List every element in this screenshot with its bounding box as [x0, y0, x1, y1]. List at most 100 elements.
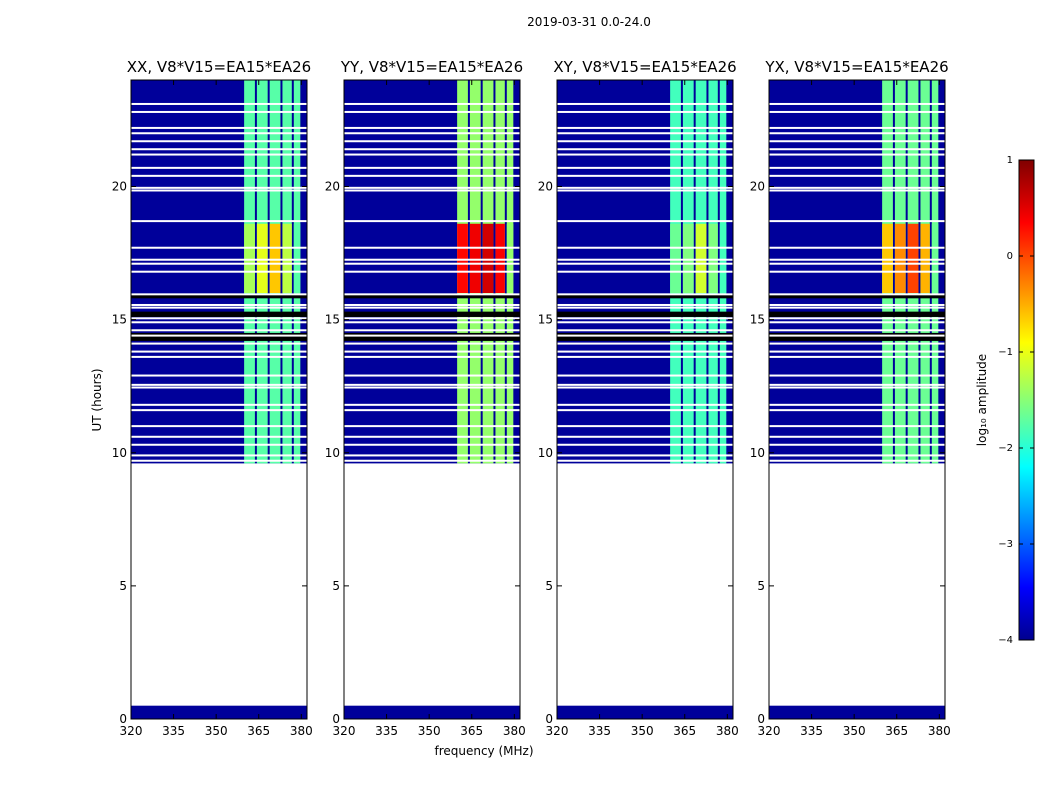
gap-line-25 [769, 220, 945, 223]
gap-line-2 [344, 454, 520, 457]
gap-line-27 [769, 186, 945, 189]
panel-title: YY, V8*V15=EA15*EA26 [340, 58, 523, 76]
x-tick-label: 335 [162, 724, 185, 738]
gap-line-28 [557, 174, 733, 177]
gap-line-7 [131, 403, 307, 406]
gap-line-7 [344, 403, 520, 406]
gap-line-9 [557, 383, 733, 386]
x-tick-label: 365 [460, 724, 483, 738]
dark-band-2 [769, 311, 945, 317]
x-tick-label: 320 [758, 724, 781, 738]
gap-line-14 [344, 334, 520, 337]
panel-2: YY, V8*V15=EA15*EA26 320 335 350 365 380 0 5 10 1… [325, 58, 526, 738]
gap-line-19 [557, 303, 733, 306]
gap-line-35 [344, 110, 520, 113]
burst-channel-1 [457, 223, 468, 293]
burst-channel-1 [244, 223, 255, 293]
gap-line-1 [344, 459, 520, 462]
gap-line-29 [344, 166, 520, 169]
gap-line-10 [769, 374, 945, 377]
gap-line-5 [557, 425, 733, 428]
y-tick-label: 0 [332, 712, 340, 726]
x-tick-label: 380 [503, 724, 526, 738]
gap-line-8 [557, 386, 733, 389]
gap-line-29 [557, 166, 733, 169]
burst-channel-3 [907, 223, 919, 293]
gap-line-35 [557, 110, 733, 113]
gap-line-16 [557, 321, 733, 324]
y-tick-label: 5 [545, 579, 553, 593]
gap-line-12 [131, 350, 307, 353]
y-tick-label: 20 [750, 180, 765, 194]
burst-channel-4 [495, 223, 505, 293]
dark-band-1 [344, 332, 520, 341]
gap-line-34 [131, 126, 307, 129]
gap-line-21 [131, 270, 307, 273]
gap-line-32 [769, 140, 945, 143]
gap-line-13 [131, 342, 307, 345]
panel-frame [343, 79, 521, 720]
gap-line-4 [131, 435, 307, 438]
x-tick-label: 335 [588, 724, 611, 738]
gap-line-13 [769, 342, 945, 345]
colorbar-gradient [1018, 159, 1035, 641]
gap-line-17 [344, 317, 520, 320]
burst-channel-1 [670, 223, 681, 293]
gap-line-29 [769, 166, 945, 169]
gap-line-17 [769, 317, 945, 320]
gap-line-28 [344, 174, 520, 177]
panel-4: YX, V8*V15=EA15*EA26 320 335 350 365 380 0 5 10 1… [750, 58, 951, 738]
panel-frame [556, 79, 734, 720]
gap-line-6 [131, 409, 307, 412]
colorbar-tick-label: 0 [1007, 251, 1013, 262]
dark-band-3 [769, 294, 945, 299]
gap-line-10 [131, 374, 307, 377]
gap-line-7 [769, 403, 945, 406]
gap-line-29 [131, 166, 307, 169]
gap-line-4 [557, 435, 733, 438]
gap-line-34 [769, 126, 945, 129]
gap-line-30 [344, 153, 520, 156]
gap-line-11 [557, 355, 733, 358]
dark-band-3 [131, 294, 307, 299]
colorbar: 1 0 −1 −2 −3 −4 [998, 155, 1035, 646]
y-tick-label: 0 [545, 712, 553, 726]
gap-line-14 [557, 334, 733, 337]
colorbar-label: log₁₀ amplitude [975, 354, 989, 446]
gap-line-20 [557, 293, 733, 296]
colorbar-tick-label: −3 [998, 539, 1013, 550]
dark-band-2 [557, 311, 733, 317]
gap-line-24 [769, 246, 945, 249]
burst-channel-5 [931, 223, 939, 293]
gap-line-18 [557, 306, 733, 309]
gap-line-23 [769, 258, 945, 261]
burst-channel-4 [708, 223, 718, 293]
x-tick-label: 365 [673, 724, 696, 738]
dark-band-1 [769, 332, 945, 341]
data-block-1 [557, 705, 733, 719]
gap-line-17 [557, 317, 733, 320]
y-tick-label: 20 [112, 180, 127, 194]
gap-line-22 [769, 262, 945, 265]
burst-channel-2 [256, 223, 268, 293]
gap-line-24 [131, 246, 307, 249]
gap-line-36 [344, 102, 520, 105]
gap-line-2 [131, 454, 307, 457]
dark-band-3 [557, 294, 733, 299]
x-tick-label: 320 [333, 724, 356, 738]
gap-line-24 [344, 246, 520, 249]
burst-channel-5 [293, 223, 301, 293]
gap-line-12 [344, 350, 520, 353]
burst-channel-2 [894, 223, 906, 293]
y-tick-label: 0 [119, 712, 127, 726]
x-tick-label: 350 [843, 724, 866, 738]
gap-line-36 [557, 102, 733, 105]
gap-line-13 [344, 342, 520, 345]
gap-line-18 [131, 306, 307, 309]
gap-line-16 [344, 321, 520, 324]
gap-line-33 [344, 132, 520, 135]
x-tick-label: 365 [247, 724, 270, 738]
gap-line-22 [557, 262, 733, 265]
gap-line-7 [557, 403, 733, 406]
dark-band-1 [557, 332, 733, 341]
